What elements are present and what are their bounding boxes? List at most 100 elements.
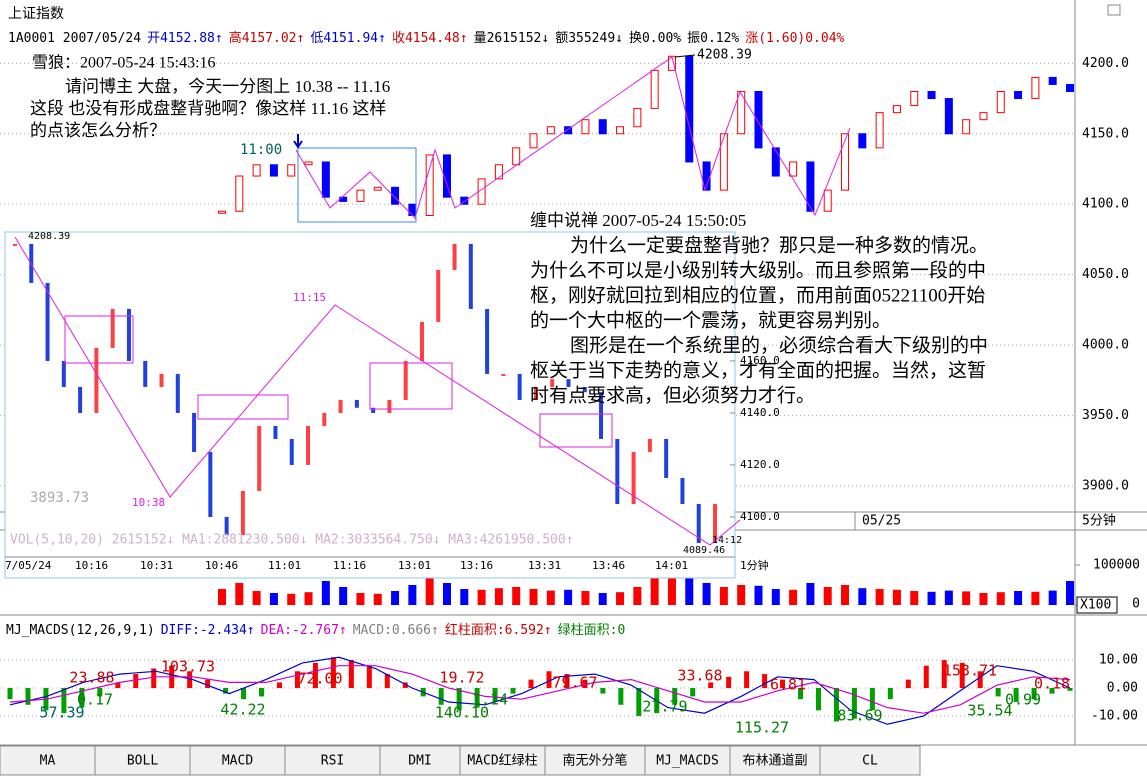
candle: [512, 147, 521, 166]
inset-segment: [452, 243, 457, 270]
answer-line: 为什么不可以是小级别转大级别。而且参照第一段的中: [530, 259, 986, 281]
inset-segment: [257, 425, 262, 491]
tab-label[interactable]: 南无外分笔: [562, 753, 627, 769]
tab[interactable]: [0, 745, 96, 776]
tab[interactable]: [544, 745, 646, 776]
answer-line: 的一个大中枢的一个震荡，就更容易判别。: [530, 309, 891, 331]
candle: [685, 55, 694, 163]
window-icon[interactable]: [1107, 4, 1121, 16]
inset-segment: [713, 503, 717, 543]
volume-bar: [858, 588, 867, 605]
volume-bar: [754, 585, 763, 605]
macd-bar: [636, 688, 642, 716]
tab[interactable]: [459, 745, 546, 776]
inset-note: 4089.46: [683, 545, 725, 556]
quote-line-part: 涨(1.60)0.04%: [745, 31, 844, 46]
question-line: 请问博主 大盘，今天一分图上 10.38 -- 11.16: [65, 77, 390, 96]
candle: [581, 119, 590, 135]
macd-value-label: 35.54: [967, 702, 1012, 720]
time-note: 11:00: [240, 142, 282, 158]
answer-line: 枢，刚好就回拉到相应的位置，而用前面05221100开始: [530, 284, 985, 306]
tab-label[interactable]: MACD红绿柱: [467, 753, 537, 769]
candle: [650, 69, 659, 109]
inset-tick-label: 4120.0: [740, 458, 780, 471]
volume-bar: [650, 577, 659, 605]
inset-time-label: 13:31: [528, 559, 561, 572]
tab-label[interactable]: MA: [40, 754, 56, 769]
macd-bar: [25, 688, 31, 705]
tab-label[interactable]: BOLL: [127, 754, 158, 769]
y-tick-label: 4050.0: [1082, 267, 1129, 282]
macd-bar: [618, 688, 624, 705]
tab-label[interactable]: MACD: [222, 754, 253, 769]
inset-segment: [94, 347, 99, 413]
volume-bar: [927, 591, 936, 605]
inset-segment: [289, 438, 294, 465]
macd-bar: [1013, 688, 1019, 702]
macd-bar: [348, 660, 354, 689]
macd-value-label: 42.22: [220, 701, 265, 719]
tab-label[interactable]: CL: [862, 754, 878, 769]
inset-segment: [78, 386, 83, 413]
tab[interactable]: [284, 745, 381, 776]
tab[interactable]: [644, 745, 731, 776]
macd-bar: [815, 688, 821, 711]
macd-bar: [959, 662, 965, 689]
tab[interactable]: [819, 745, 921, 776]
volume-bar: [218, 589, 226, 605]
tab-label[interactable]: MJ_MACDS: [656, 754, 719, 769]
volume-bar: [356, 593, 365, 605]
candle: [1048, 76, 1057, 85]
macd-value-label: 33.68: [677, 667, 722, 685]
candle: [823, 189, 832, 212]
macd-bar: [869, 688, 875, 711]
inset-segment: [143, 360, 148, 387]
tab-label[interactable]: DMI: [408, 754, 431, 769]
macd-header: MJ_MACDS(12,26,9,1) DIFF:-2.434↑ DEA:-2.76…: [6, 622, 625, 638]
macd-bar: [133, 674, 139, 689]
candle: [321, 161, 330, 198]
candle: [598, 119, 607, 135]
macd-value-label: 0.99: [1005, 691, 1041, 709]
macd-tick-label: 0.00: [1107, 681, 1138, 696]
candle: [927, 91, 936, 100]
inset-note: 4208.39: [28, 231, 70, 242]
inset-segment: [664, 438, 669, 478]
inset-segment: [387, 399, 392, 413]
macd-bar: [546, 671, 552, 689]
volume-bar: [633, 587, 642, 605]
candle: [269, 164, 278, 177]
volume-bar: [944, 590, 953, 605]
volume-bar: [875, 589, 884, 605]
macd-bar: [833, 688, 839, 722]
inset-time-label: 10:31: [140, 559, 173, 572]
inset-segment: [517, 373, 522, 400]
volume-bar: [598, 593, 607, 605]
macd-bar: [995, 688, 1001, 697]
candle: [529, 133, 538, 149]
macd-bar: [672, 688, 678, 705]
macd-bar: [798, 688, 804, 700]
macd-value-label: 19.72: [439, 669, 484, 687]
tab[interactable]: [379, 745, 461, 776]
candle: [667, 55, 676, 71]
tab-label[interactable]: 布林通道副: [742, 754, 807, 769]
tab[interactable]: [189, 745, 286, 776]
macd-bar: [600, 688, 606, 694]
candle: [304, 161, 313, 166]
candle: [1014, 91, 1023, 100]
candle: [841, 133, 850, 191]
macd-bar: [851, 688, 857, 719]
period-label: 5分钟: [1082, 513, 1116, 529]
volume-bar: [996, 592, 1005, 605]
macd-bar: [241, 688, 247, 700]
quote-line-part: 换0.00%: [629, 31, 681, 46]
tab-label[interactable]: RSI: [321, 754, 344, 769]
tab[interactable]: [94, 745, 191, 776]
quote-line-part: 收4154.48↑: [392, 31, 468, 46]
candle: [789, 161, 798, 177]
tab[interactable]: [729, 745, 821, 776]
inset-segment: [240, 490, 245, 536]
macd-header-part: 绿柱面积:0: [558, 623, 626, 638]
macd-value-label: 6.81: [770, 676, 806, 694]
